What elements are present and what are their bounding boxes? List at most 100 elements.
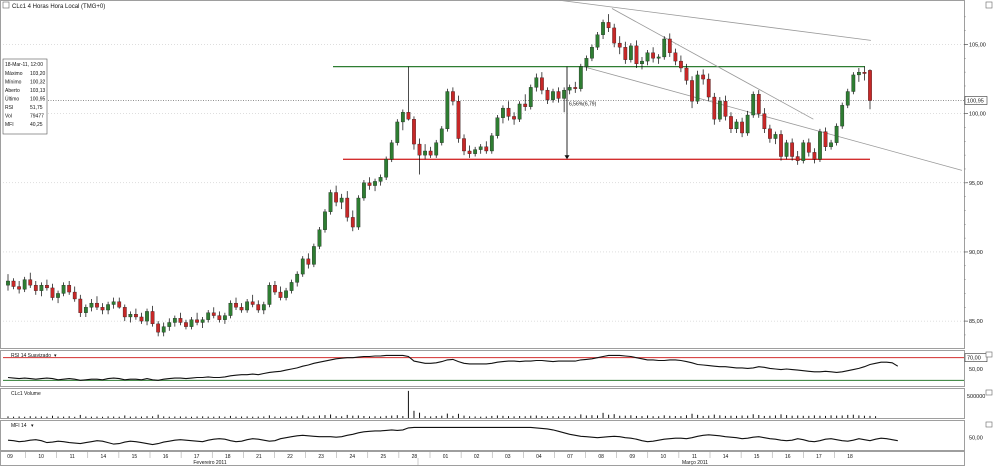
candle-body[interactable] (729, 116, 733, 130)
candle-body[interactable] (679, 60, 683, 69)
price-candles[interactable] (6, 14, 872, 337)
candle-body[interactable] (228, 302, 233, 316)
candle-body[interactable] (779, 134, 783, 157)
candle-body[interactable] (545, 89, 550, 100)
candle-body[interactable] (384, 159, 389, 178)
candle-body[interactable] (768, 128, 772, 139)
candle-body[interactable] (456, 101, 461, 139)
chevron-down-icon[interactable]: ▾ (54, 353, 57, 359)
candle-body[interactable] (395, 121, 400, 143)
candle-body[interactable] (22, 279, 27, 290)
candle-body[interactable] (423, 150, 427, 156)
candle-body[interactable] (495, 117, 500, 136)
candle-body[interactable] (317, 229, 322, 247)
candle-body[interactable] (195, 319, 199, 323)
candle-body[interactable] (762, 113, 767, 130)
candle-body[interactable] (11, 280, 16, 287)
candle-body[interactable] (17, 286, 21, 290)
candle-body[interactable] (78, 298, 83, 313)
candle-body[interactable] (517, 103, 522, 120)
candle-body[interactable] (56, 293, 60, 298)
candle-body[interactable] (617, 42, 622, 48)
candle-body[interactable] (612, 27, 617, 44)
candle-body[interactable] (712, 96, 717, 120)
candle-body[interactable] (595, 34, 600, 48)
candle-body[interactable] (72, 291, 77, 300)
candle-body[interactable] (33, 284, 38, 291)
candle-body[interactable] (89, 302, 94, 308)
candle-body[interactable] (289, 282, 294, 291)
candle-body[interactable] (178, 318, 183, 323)
candle-body[interactable] (640, 60, 644, 65)
candle-body[interactable] (428, 150, 433, 156)
candle-body[interactable] (400, 112, 405, 123)
candle-body[interactable] (645, 52, 650, 62)
candle-body[interactable] (606, 22, 611, 29)
candle-body[interactable] (250, 301, 255, 305)
candle-body[interactable] (551, 91, 555, 100)
candle-body[interactable] (417, 143, 422, 156)
candle-body[interactable] (311, 246, 316, 265)
candle-body[interactable] (534, 77, 539, 88)
candle-body[interactable] (540, 77, 544, 91)
candle-body[interactable] (306, 258, 311, 265)
candle-body[interactable] (323, 211, 327, 230)
candle-body[interactable] (512, 116, 516, 120)
candle-body[interactable] (334, 192, 338, 203)
candle-body[interactable] (445, 91, 450, 130)
candle-body[interactable] (801, 142, 806, 161)
candle-body[interactable] (634, 45, 639, 65)
candle-body[interactable] (83, 307, 88, 313)
candle-body[interactable] (467, 150, 472, 154)
candle-body[interactable] (590, 47, 594, 59)
candle-body[interactable] (573, 87, 578, 89)
candle-body[interactable] (139, 316, 144, 322)
candle-body[interactable] (506, 107, 511, 117)
candle-body[interactable] (412, 119, 416, 145)
candle-body[interactable] (601, 22, 605, 35)
candle-body[interactable] (690, 80, 694, 102)
candle-body[interactable] (473, 149, 478, 154)
candle-body[interactable] (167, 322, 172, 327)
candle-body[interactable] (806, 142, 811, 153)
candle-body[interactable] (523, 103, 528, 107)
candle-body[interactable] (111, 301, 116, 305)
candle-body[interactable] (829, 142, 833, 147)
candle-body[interactable] (245, 301, 250, 311)
candle-body[interactable] (100, 307, 105, 311)
candle-body[interactable] (851, 74, 856, 92)
candle-body[interactable] (684, 67, 689, 81)
candle-body[interactable] (701, 74, 706, 80)
candle-body[interactable] (189, 319, 194, 327)
candle-body[interactable] (584, 58, 589, 67)
candle-body[interactable] (651, 52, 655, 59)
maximize-icon[interactable] (985, 351, 993, 358)
candle-body[interactable] (206, 312, 211, 320)
candle-body[interactable] (868, 70, 872, 101)
candle-body[interactable] (812, 152, 817, 160)
candle-body[interactable] (623, 47, 628, 60)
candle-body[interactable] (239, 307, 244, 311)
candle-body[interactable] (528, 87, 533, 107)
candle-body[interactable] (350, 217, 355, 228)
candle-body[interactable] (67, 284, 72, 293)
maximize-icon[interactable] (985, 1, 993, 9)
candle-body[interactable] (128, 314, 133, 318)
candle-body[interactable] (840, 105, 845, 127)
candle-body[interactable] (300, 258, 305, 275)
candle-body[interactable] (562, 89, 567, 99)
candle-body[interactable] (556, 91, 561, 99)
candle-body[interactable] (740, 121, 744, 134)
candle-body[interactable] (734, 121, 739, 130)
candle-body[interactable] (223, 315, 227, 320)
candle-body[interactable] (261, 304, 266, 311)
trendline[interactable] (583, 66, 963, 171)
candle-body[interactable] (818, 131, 822, 160)
candle-body[interactable] (234, 302, 238, 308)
candle-body[interactable] (378, 177, 383, 182)
candle-body[interactable] (145, 311, 149, 322)
candle-body[interactable] (773, 134, 778, 139)
candle-body[interactable] (567, 87, 572, 91)
candle-body[interactable] (50, 287, 55, 298)
candle-body[interactable] (862, 72, 867, 74)
